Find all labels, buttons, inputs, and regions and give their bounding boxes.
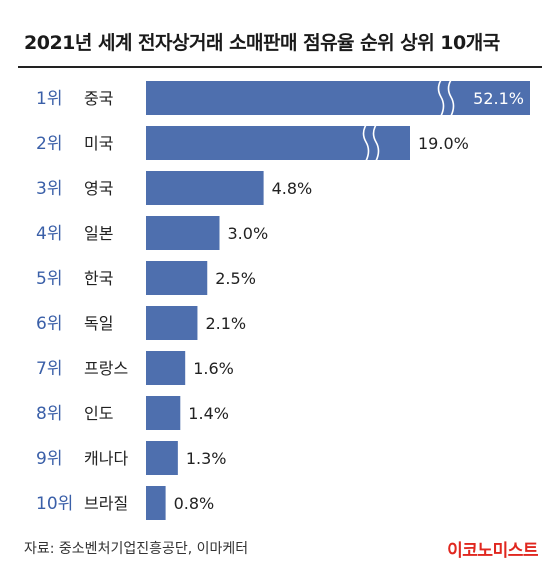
category-label: 캐나다	[84, 449, 128, 468]
category-label: 독일	[84, 314, 113, 333]
title-divider	[18, 66, 542, 68]
category-label: 프랑스	[84, 359, 128, 378]
category-label: 미국	[84, 134, 113, 153]
bar	[146, 261, 208, 295]
bar	[146, 306, 198, 340]
bar	[146, 396, 181, 430]
category-label: 브라질	[84, 494, 128, 513]
rank-label: 3위	[36, 179, 62, 199]
bar	[146, 486, 166, 520]
category-label: 한국	[84, 269, 113, 288]
value-label: 0.8%	[174, 494, 215, 513]
rank-label: 9위	[36, 449, 62, 469]
chart-title: 2021년 세계 전자상거래 소매판매 점유율 순위 상위 10개국	[24, 32, 500, 54]
value-label: 2.1%	[205, 314, 246, 333]
category-label: 영국	[84, 179, 113, 198]
rank-label: 8위	[36, 404, 62, 424]
axis-break-mark	[447, 79, 455, 117]
bar	[146, 216, 220, 250]
rank-label: 6위	[36, 314, 62, 334]
rank-label: 5위	[36, 269, 62, 289]
source-note: 자료: 중소벤처기업진흥공단, 이마케터	[24, 541, 249, 557]
rank-label: 4위	[36, 224, 62, 244]
value-label: 3.0%	[228, 224, 269, 243]
rank-label: 10위	[36, 494, 73, 514]
bar	[146, 126, 410, 160]
bar	[146, 351, 186, 385]
value-label: 1.4%	[188, 404, 229, 423]
bar	[146, 171, 264, 205]
value-label: 19.0%	[418, 134, 469, 153]
value-label: 4.8%	[272, 179, 313, 198]
value-label: 52.1%	[473, 89, 524, 108]
rank-label: 7위	[36, 359, 62, 379]
value-label: 1.6%	[193, 359, 234, 378]
bar	[146, 81, 530, 115]
value-label: 2.5%	[215, 269, 256, 288]
category-label: 중국	[84, 89, 113, 108]
category-label: 일본	[84, 224, 113, 243]
category-label: 인도	[84, 404, 113, 423]
rank-label: 1위	[36, 89, 62, 109]
bar	[146, 441, 178, 475]
axis-break-mark	[372, 124, 380, 162]
value-label: 1.3%	[186, 449, 227, 468]
axis-break-mark	[437, 79, 445, 117]
rank-label: 2위	[36, 134, 62, 154]
brand-logo: 이코노미스트	[447, 541, 538, 561]
axis-break-mark	[362, 124, 370, 162]
